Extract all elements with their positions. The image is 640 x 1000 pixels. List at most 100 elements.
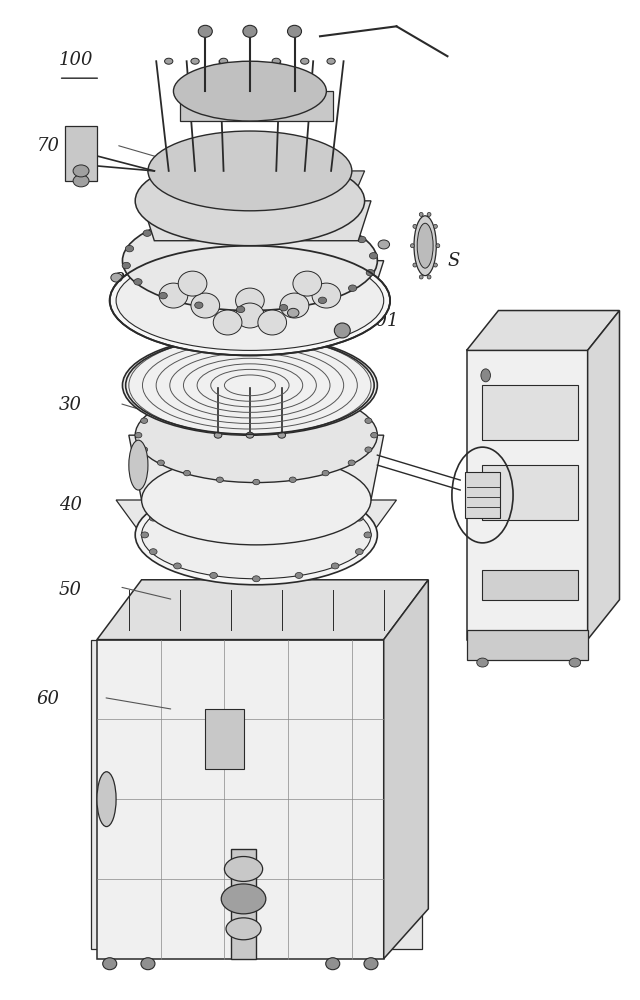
Ellipse shape	[122, 335, 378, 435]
Ellipse shape	[134, 279, 142, 285]
FancyBboxPatch shape	[65, 126, 97, 181]
Ellipse shape	[159, 292, 167, 299]
Polygon shape	[97, 640, 384, 959]
Ellipse shape	[252, 576, 260, 582]
Ellipse shape	[135, 432, 142, 438]
Ellipse shape	[332, 501, 339, 507]
FancyBboxPatch shape	[465, 472, 500, 518]
Polygon shape	[116, 500, 396, 535]
Polygon shape	[588, 311, 620, 640]
Ellipse shape	[73, 175, 89, 187]
Ellipse shape	[252, 488, 260, 494]
Ellipse shape	[427, 212, 431, 216]
Ellipse shape	[410, 244, 414, 248]
Polygon shape	[91, 640, 422, 949]
Ellipse shape	[141, 418, 148, 423]
Ellipse shape	[184, 395, 191, 400]
Ellipse shape	[312, 283, 340, 308]
Ellipse shape	[348, 460, 355, 465]
Ellipse shape	[366, 269, 374, 276]
Ellipse shape	[191, 58, 199, 64]
Ellipse shape	[326, 958, 340, 970]
Text: 40: 40	[59, 496, 82, 514]
Ellipse shape	[289, 388, 296, 393]
Ellipse shape	[301, 58, 309, 64]
Ellipse shape	[122, 211, 378, 311]
Ellipse shape	[364, 532, 372, 538]
Ellipse shape	[569, 658, 580, 667]
Text: 50: 50	[59, 581, 82, 599]
Ellipse shape	[295, 491, 303, 497]
Polygon shape	[467, 350, 588, 640]
Ellipse shape	[371, 432, 378, 438]
Text: 60: 60	[36, 690, 60, 708]
Polygon shape	[141, 201, 371, 241]
Text: 101: 101	[365, 312, 399, 330]
Polygon shape	[180, 91, 333, 121]
Ellipse shape	[289, 477, 296, 482]
Ellipse shape	[327, 58, 335, 64]
Text: 70: 70	[36, 137, 60, 155]
Text: 100: 100	[59, 51, 93, 69]
Polygon shape	[231, 849, 256, 959]
Ellipse shape	[433, 224, 437, 228]
Ellipse shape	[258, 310, 287, 335]
Ellipse shape	[213, 310, 242, 335]
Ellipse shape	[364, 958, 378, 970]
Ellipse shape	[116, 251, 384, 350]
Ellipse shape	[272, 58, 280, 64]
Ellipse shape	[237, 306, 244, 313]
Ellipse shape	[433, 263, 437, 267]
Ellipse shape	[334, 323, 350, 338]
Ellipse shape	[427, 275, 431, 279]
Ellipse shape	[164, 58, 173, 64]
Ellipse shape	[322, 470, 329, 476]
Ellipse shape	[413, 224, 417, 228]
Ellipse shape	[159, 283, 188, 308]
Ellipse shape	[236, 303, 264, 328]
Ellipse shape	[243, 25, 257, 37]
Ellipse shape	[210, 491, 218, 497]
Ellipse shape	[195, 302, 203, 308]
Ellipse shape	[141, 491, 371, 579]
Ellipse shape	[122, 262, 131, 269]
Ellipse shape	[141, 455, 371, 545]
Ellipse shape	[297, 213, 305, 219]
Ellipse shape	[246, 432, 253, 438]
Polygon shape	[467, 630, 588, 660]
Text: 30: 30	[59, 396, 82, 414]
Ellipse shape	[365, 447, 372, 452]
Text: S: S	[447, 252, 460, 270]
Ellipse shape	[109, 246, 390, 355]
Ellipse shape	[210, 572, 218, 578]
Ellipse shape	[295, 572, 303, 578]
FancyBboxPatch shape	[205, 709, 244, 769]
Ellipse shape	[436, 244, 440, 248]
Ellipse shape	[191, 293, 220, 318]
Ellipse shape	[148, 131, 352, 211]
Text: 20: 20	[113, 272, 136, 290]
Ellipse shape	[184, 470, 191, 476]
Ellipse shape	[481, 369, 490, 382]
Ellipse shape	[178, 271, 207, 296]
Ellipse shape	[212, 210, 220, 217]
Ellipse shape	[414, 216, 436, 276]
Ellipse shape	[173, 501, 181, 507]
Ellipse shape	[318, 297, 326, 304]
Ellipse shape	[201, 204, 212, 213]
Ellipse shape	[417, 223, 433, 268]
Ellipse shape	[141, 447, 148, 452]
Ellipse shape	[358, 236, 366, 243]
Ellipse shape	[221, 884, 266, 914]
Ellipse shape	[333, 222, 340, 229]
Ellipse shape	[280, 293, 309, 318]
Ellipse shape	[214, 432, 222, 438]
Ellipse shape	[355, 549, 363, 555]
Ellipse shape	[73, 165, 89, 177]
Ellipse shape	[173, 61, 326, 121]
Ellipse shape	[143, 230, 152, 236]
Ellipse shape	[129, 440, 148, 490]
Ellipse shape	[225, 857, 262, 881]
Ellipse shape	[149, 549, 157, 555]
Ellipse shape	[355, 515, 363, 521]
